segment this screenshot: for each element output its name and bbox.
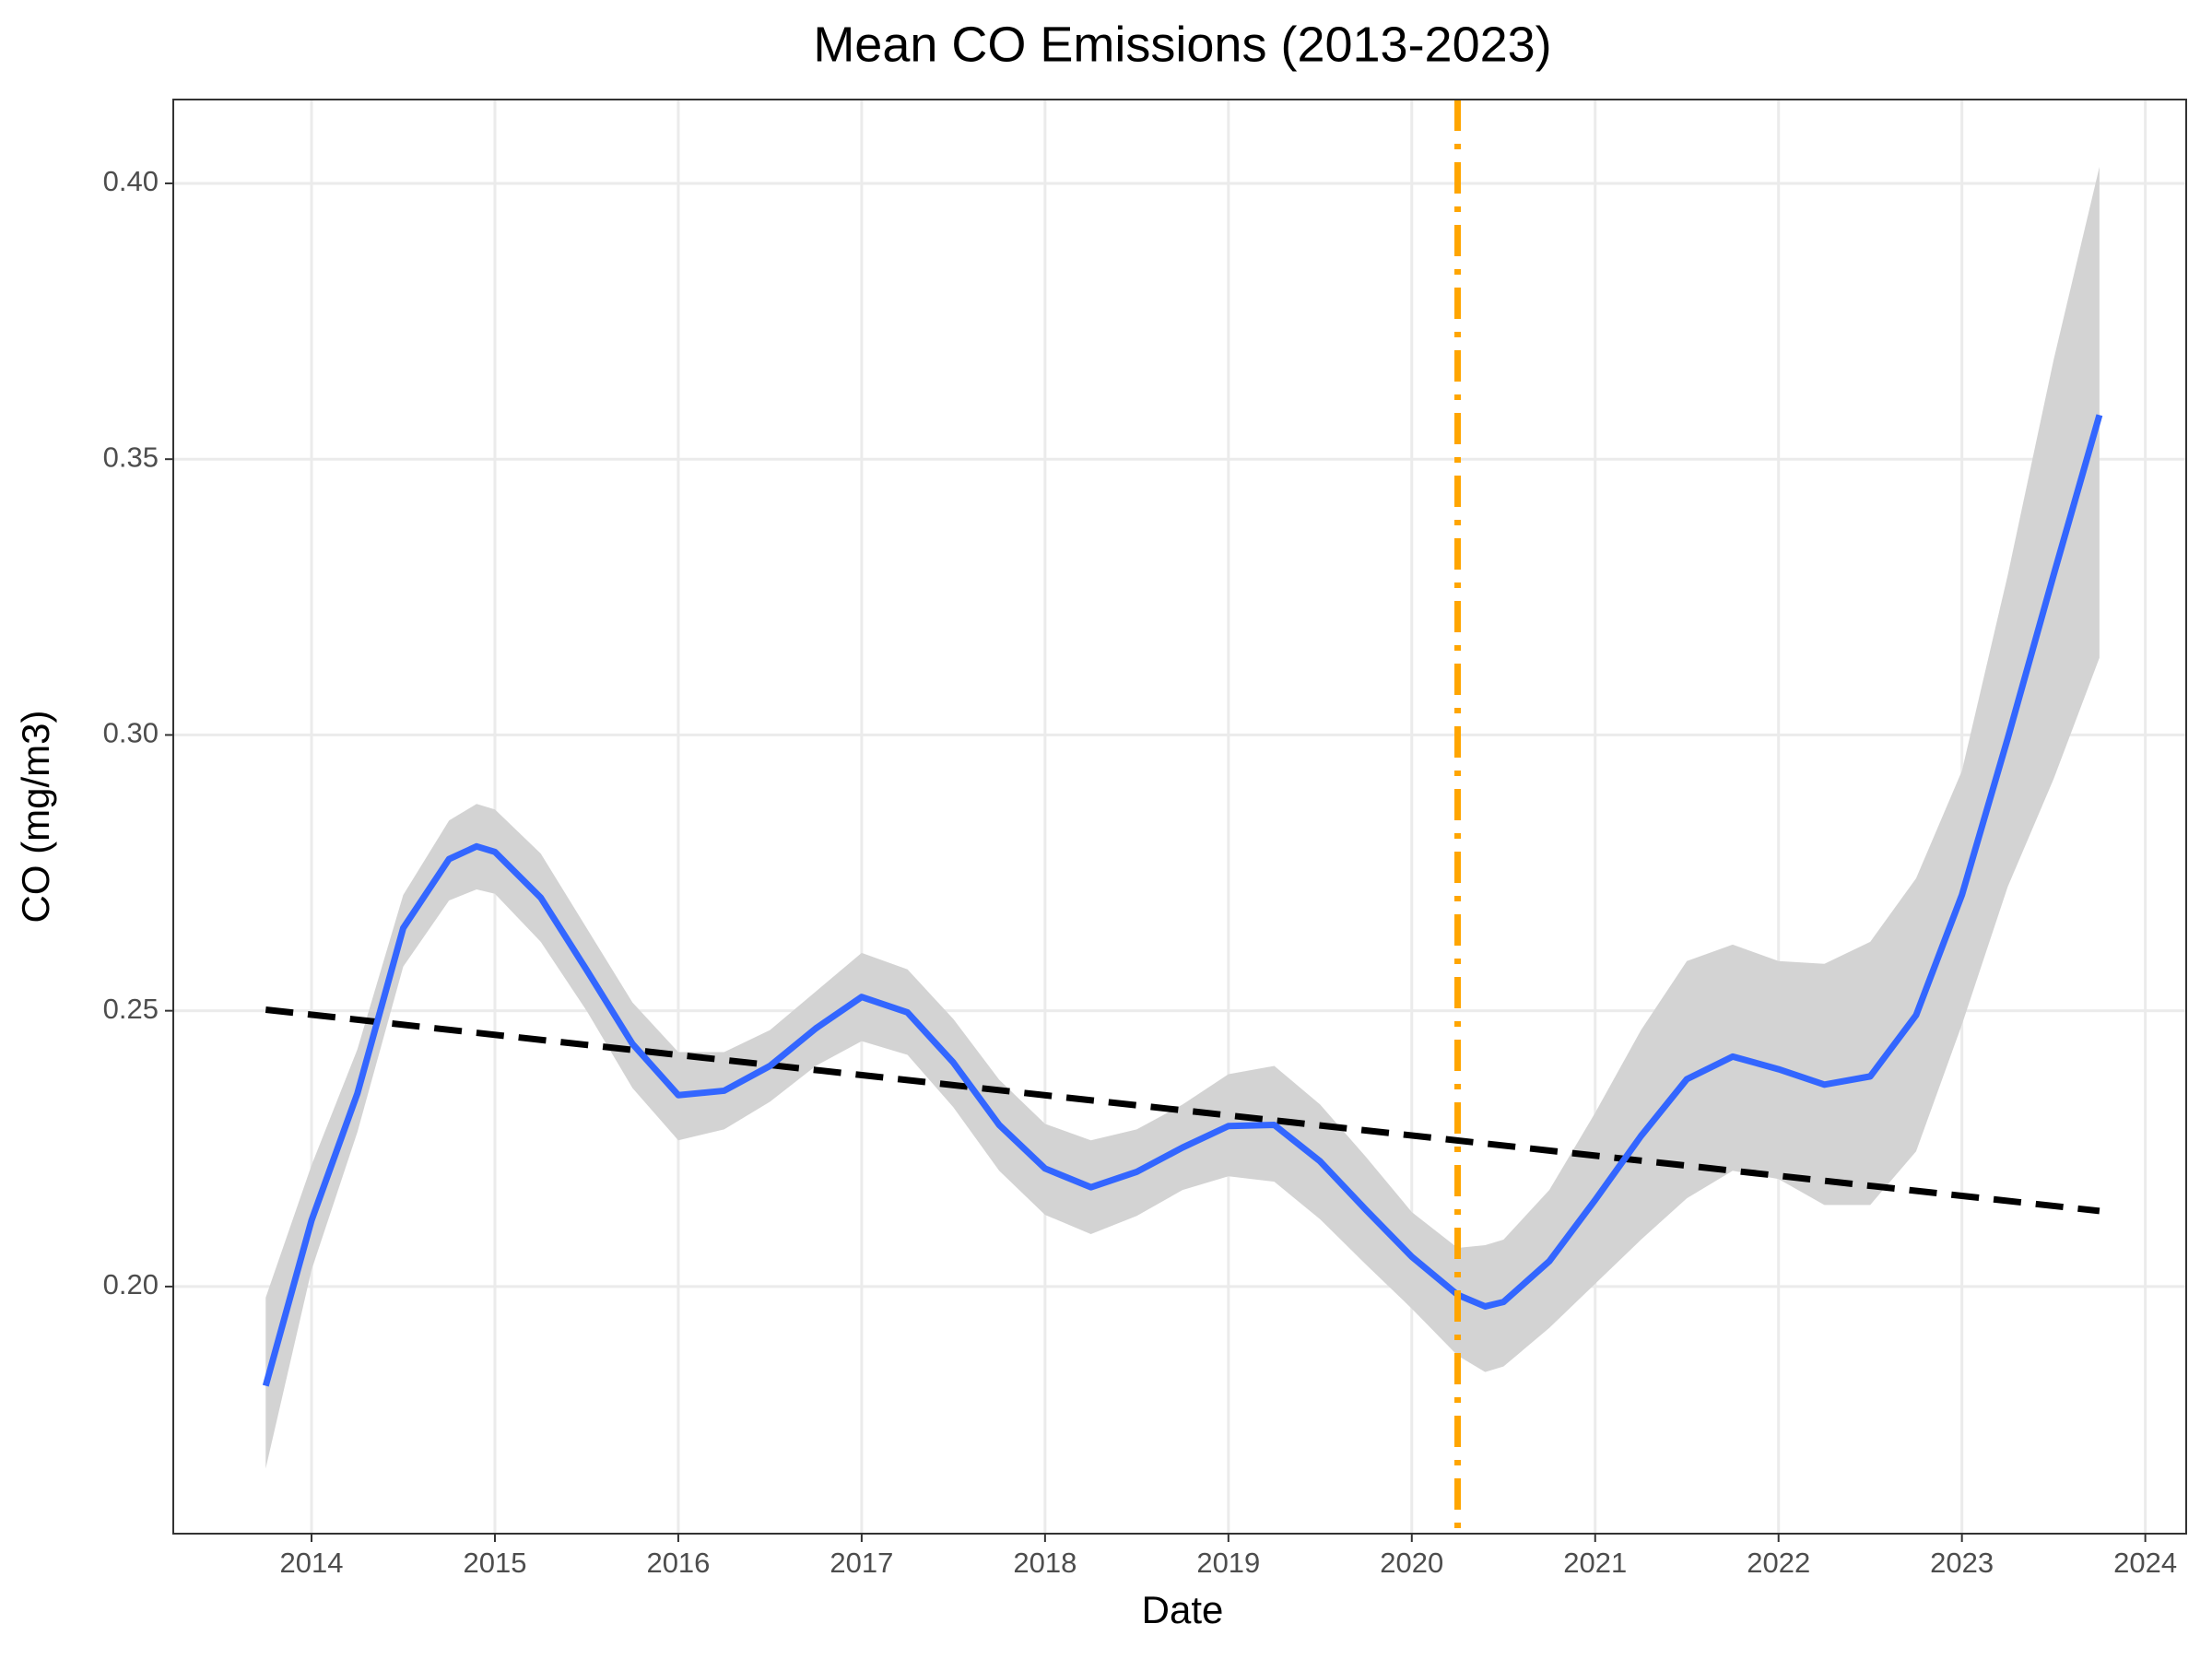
y-tick-label: 0.40 — [103, 165, 159, 197]
y-tick-label: 0.25 — [103, 993, 159, 1025]
x-tick-label: 2019 — [1196, 1547, 1260, 1579]
plot — [262, 100, 2103, 1534]
grid — [173, 100, 2186, 1534]
chart-title: Mean CO Emissions (2013-2023) — [813, 17, 1551, 72]
series-line — [262, 414, 2103, 1387]
panel-border — [172, 99, 2187, 1535]
confidence-band — [265, 167, 2100, 1469]
x-tick-label: 2024 — [2113, 1547, 2177, 1579]
y-axis-title: CO (mg/m3) — [14, 711, 57, 924]
x-tick-label: 2021 — [1563, 1547, 1627, 1579]
x-tick-label: 2018 — [1013, 1547, 1077, 1579]
x-tick-label: 2022 — [1747, 1547, 1810, 1579]
x-tick-label: 2020 — [1380, 1547, 1443, 1579]
x-tick-label: 2014 — [280, 1547, 344, 1579]
x-tick-label: 2023 — [1930, 1547, 1994, 1579]
x-axis-title: Date — [1142, 1588, 1224, 1631]
x-tick-label: 2015 — [463, 1547, 526, 1579]
y-tick-label: 0.30 — [103, 717, 159, 749]
y-tick-label: 0.35 — [103, 441, 159, 473]
x-tick-label: 2016 — [646, 1547, 710, 1579]
x-tick-label: 2017 — [830, 1547, 893, 1579]
y-tick-label: 0.20 — [103, 1268, 159, 1300]
trend-line — [265, 1006, 2100, 1215]
